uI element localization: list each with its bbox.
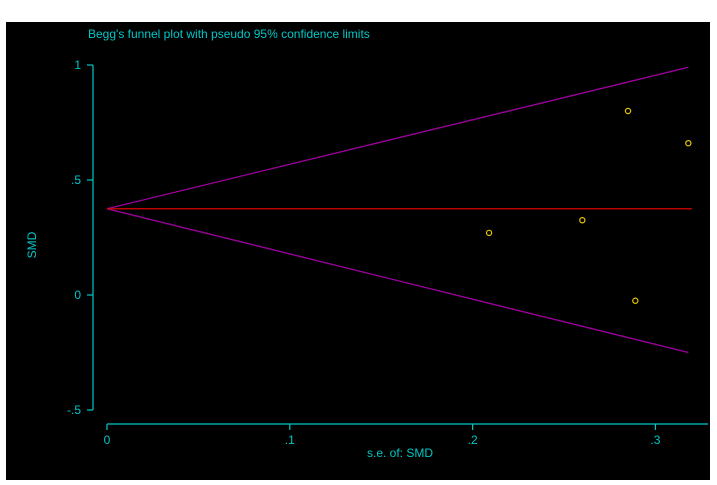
data-point [685, 139, 692, 147]
data-point [485, 229, 493, 237]
y-tick-label: 0 [74, 288, 81, 302]
x-axis-title: s.e. of: SMD [367, 446, 433, 460]
data-point [632, 297, 639, 304]
chart-background [6, 22, 710, 480]
y-tick-label: 1 [74, 58, 81, 72]
y-tick-label: .5 [71, 173, 81, 187]
ci-upper-line [106, 66, 689, 210]
x-tick-label: 0 [104, 433, 111, 447]
ci-lower-line [106, 208, 689, 354]
chart-title: Begg's funnel plot with pseudo 95% confi… [88, 27, 370, 41]
x-tick-label: .3 [650, 433, 660, 447]
y-tick-label: -.5 [67, 403, 81, 417]
data-point [579, 217, 586, 224]
data-point [624, 107, 632, 115]
y-axis-title: SMD [25, 231, 39, 258]
x-tick-label: .1 [285, 433, 295, 447]
x-tick-label: .2 [468, 433, 478, 447]
